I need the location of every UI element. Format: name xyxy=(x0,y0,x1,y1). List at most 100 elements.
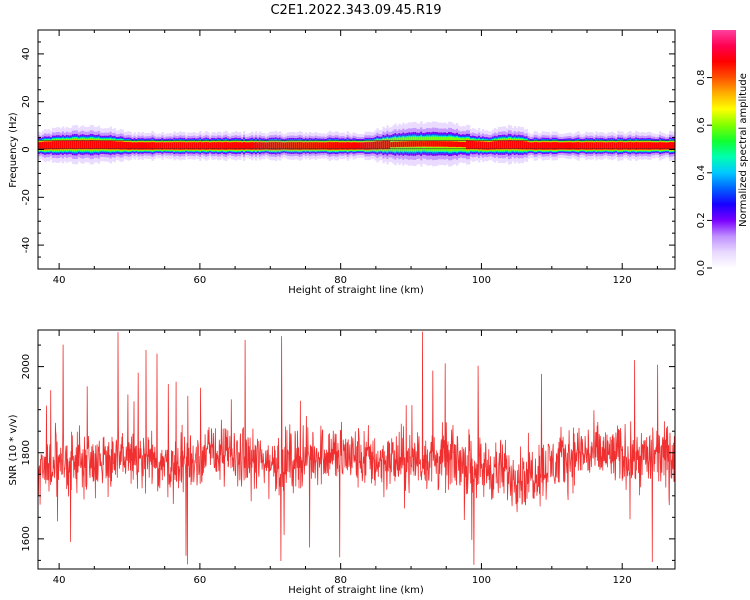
spectrogram-cell xyxy=(211,142,214,150)
spectrogram-cell xyxy=(398,141,401,148)
spectrogram-cell xyxy=(296,142,300,150)
spectrogram-cell xyxy=(448,141,451,147)
spectrogram-cell xyxy=(290,142,294,150)
spectrogram-cell xyxy=(340,142,343,150)
spectrogram-cell xyxy=(579,142,582,150)
spectrogram-cell xyxy=(499,140,503,150)
spectrogram-cell xyxy=(117,141,121,150)
spectrogram-ytick-label: 40 xyxy=(21,48,32,61)
spectrogram-cell xyxy=(442,141,445,147)
spectrogram-cell xyxy=(187,142,190,150)
colorbar: 0.0 0.2 0.4 0.6 0.8 Normalized spectral ampl… xyxy=(696,30,749,276)
spectrogram-cell xyxy=(477,141,481,150)
spectrogram-cell xyxy=(247,142,250,150)
spectrogram-cell xyxy=(471,140,475,150)
spectrogram-cell xyxy=(545,142,548,150)
spectrogram-cell xyxy=(47,141,51,150)
spectrogram-cell xyxy=(571,142,574,150)
spectrogram-cell xyxy=(119,141,123,150)
spectrogram-cell xyxy=(65,140,69,150)
spectrogram-cell xyxy=(135,142,138,150)
spectrogram-cell xyxy=(617,142,620,150)
spectrogram-cell xyxy=(235,142,238,150)
spectrogram-cell xyxy=(404,141,407,147)
spectrogram-cell xyxy=(651,142,654,150)
spectrogram-cell xyxy=(527,142,531,150)
spectrogram-cell xyxy=(95,140,99,149)
spectrogram-cell xyxy=(356,142,359,150)
snr-frame xyxy=(37,329,676,570)
spectrogram-cell xyxy=(189,142,192,150)
spectrogram-cell xyxy=(113,141,117,150)
spectrogram-cell xyxy=(161,142,164,150)
spectrogram-cell xyxy=(402,141,405,147)
spectrogram-cell xyxy=(505,140,509,149)
spectrogram-cell xyxy=(358,142,361,150)
snr-xtick-label: 120 xyxy=(613,575,632,586)
spectrogram-cell xyxy=(543,142,547,150)
spectrogram-cell xyxy=(475,141,479,150)
spectrogram-cell xyxy=(414,141,417,147)
spectrogram-cell xyxy=(635,142,638,150)
spectrogram-cell xyxy=(611,142,614,150)
spectrogram-cell xyxy=(237,142,240,150)
spectrogram-cell xyxy=(346,142,349,150)
spectrogram-cell xyxy=(378,141,381,150)
spectrogram-cell xyxy=(583,142,586,150)
spectrogram-cell xyxy=(424,141,427,147)
spectrogram-cell xyxy=(177,142,180,150)
spectrogram-cell xyxy=(53,141,57,150)
spectrogram-cell xyxy=(511,140,515,149)
spectrogram-cell xyxy=(57,140,61,150)
spectrogram-cell xyxy=(434,141,437,147)
spectrogram-cell xyxy=(272,142,276,150)
spectrogram-cell xyxy=(69,140,73,149)
spectrogram-cell xyxy=(306,142,310,150)
spectrogram-cell xyxy=(557,142,560,150)
spectrogram-cell xyxy=(440,141,443,147)
spectrogram-cell xyxy=(173,142,176,150)
spectrogram-cell xyxy=(657,142,660,150)
spectrogram-cell xyxy=(89,140,93,150)
spectrogram-cell xyxy=(308,142,312,150)
spectrogram-cell xyxy=(229,142,232,150)
spectrogram-cell xyxy=(541,142,545,150)
spectrogram-ytick-label: -20 xyxy=(21,189,32,205)
snr-plot-area xyxy=(38,331,675,565)
spectrogram-cell xyxy=(428,141,431,147)
spectrogram-cell xyxy=(577,142,580,150)
spectrogram-cell xyxy=(304,142,308,150)
spectrogram-cell xyxy=(77,140,81,149)
spectrogram-cell xyxy=(621,142,624,150)
spectrogram-cell xyxy=(493,141,497,150)
spectrogram-cell xyxy=(73,140,77,150)
spectrogram-cell xyxy=(245,142,248,150)
spectrogram-cell xyxy=(629,142,632,150)
spectrogram-cell xyxy=(199,142,202,150)
spectrogram-cell xyxy=(382,140,385,150)
snr-axes: 40 60 80 100 120 1600 1800 2000 xyxy=(21,329,676,586)
spectrogram-cell xyxy=(549,142,552,150)
spectrogram-cell xyxy=(251,142,254,150)
spectrogram-xtick-label: 40 xyxy=(53,275,66,286)
spectrogram-cell xyxy=(565,142,568,150)
spectrogram-cell xyxy=(603,142,606,150)
spectrogram-panel: 40 60 80 100 120 -40 -20 0 20 40 Height of straig… xyxy=(8,29,676,296)
spectrogram-cell xyxy=(615,142,618,150)
spectrogram-cell xyxy=(193,142,196,150)
spectrogram-cell xyxy=(163,142,166,150)
spectrogram-cell xyxy=(227,142,230,150)
spectrogram-cell xyxy=(408,141,411,147)
spectrogram-cell xyxy=(348,142,351,150)
colorbar-tick-label: 0.0 xyxy=(696,260,707,276)
spectrogram-cell xyxy=(129,142,132,150)
spectrogram-xtick-label: 60 xyxy=(194,275,207,286)
spectrogram-cell xyxy=(673,142,675,150)
spectrogram-cell xyxy=(326,142,330,150)
colorbar-ticks: 0.0 0.2 0.4 0.6 0.8 xyxy=(696,70,712,276)
spectrogram-cell xyxy=(322,142,326,150)
snr-panel: 40 60 80 100 120 1600 1800 2000 Height of strai… xyxy=(8,329,676,596)
spectrogram-cell xyxy=(241,142,244,150)
spectrogram-cell xyxy=(665,142,668,150)
spectrogram-cell xyxy=(639,142,642,150)
